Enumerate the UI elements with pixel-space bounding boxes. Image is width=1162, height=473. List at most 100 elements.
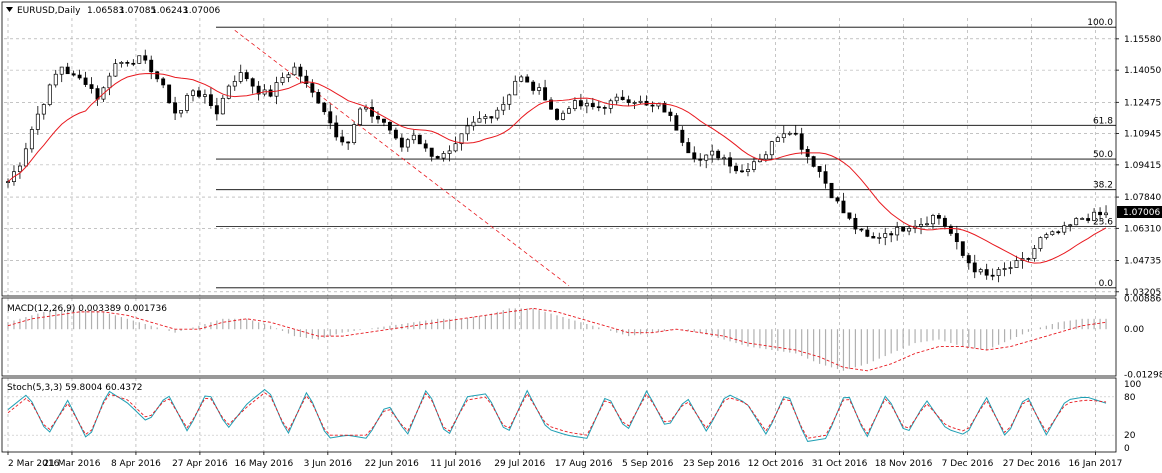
candle-body: [1032, 248, 1037, 259]
candle-body: [453, 143, 458, 152]
y-tick-label: 1.12475: [1124, 98, 1161, 108]
candle-body: [567, 108, 571, 114]
candle-body: [584, 103, 589, 107]
candle-body: [250, 78, 255, 87]
candle-body: [531, 81, 536, 91]
x-tick-label: 21 Mar 2016: [43, 459, 100, 469]
candle-body: [1104, 212, 1108, 216]
candle-body: [232, 81, 237, 87]
candle-body: [757, 158, 762, 163]
candle-body: [638, 100, 643, 103]
candle-body: [990, 274, 995, 277]
candle-body: [489, 116, 494, 119]
candle-body: [244, 72, 249, 80]
candle-body: [41, 104, 46, 115]
macd-signal-line: [7, 307, 1107, 372]
candle-body: [226, 85, 231, 99]
candle-body: [149, 59, 154, 73]
candle-body: [555, 108, 559, 120]
x-tick-label: 31 Oct 2016: [812, 459, 868, 469]
candle-body: [173, 102, 178, 114]
candle-body: [936, 215, 941, 219]
candle-body: [417, 134, 422, 145]
candle-body: [125, 62, 130, 64]
candle-body: [931, 215, 935, 225]
candle-body: [984, 269, 989, 276]
candle-body: [996, 269, 1001, 276]
macd-panel: [7, 307, 1107, 372]
candle-body: [89, 84, 94, 89]
candle-body: [59, 66, 64, 75]
candle-body: [835, 197, 840, 202]
y-tick-label: 1.10945: [1124, 130, 1161, 140]
stoch-label: Stoch(5,3,3) 59.8004 60.4372: [7, 383, 142, 393]
header-high: 1.07085: [119, 6, 156, 16]
candle-body: [680, 129, 685, 143]
triangle-down-icon[interactable]: [6, 7, 13, 12]
candle-body: [620, 96, 625, 101]
candle-body: [310, 83, 315, 93]
candle-body: [1050, 231, 1055, 235]
candle-body: [113, 63, 118, 77]
header-open: 1.06583: [87, 6, 124, 16]
stoch-panel: [4, 388, 1116, 442]
candle-body: [1056, 231, 1061, 234]
candle-body: [901, 226, 906, 232]
candle-body: [1002, 268, 1007, 270]
x-tick-label: 7 Dec 2016: [942, 459, 994, 469]
x-tick-label: 12 Oct 2016: [748, 459, 804, 469]
candle-body: [1068, 224, 1073, 227]
panel-frames: [1, 1, 1117, 453]
y-tick-label: 1.09415: [1124, 161, 1161, 171]
candle-body: [268, 89, 273, 97]
candle-body: [197, 90, 201, 97]
candle-body: [328, 111, 333, 124]
candle-body: [793, 132, 798, 135]
fib-label: 50.0: [1093, 150, 1113, 160]
candle-body: [399, 137, 404, 148]
stoch-tick-label: 20: [1124, 431, 1136, 441]
candle-body: [513, 80, 518, 96]
fib-label: 23.6: [1093, 218, 1113, 228]
candle-body: [238, 72, 243, 82]
candle-body: [382, 118, 386, 123]
candle-body: [256, 85, 261, 95]
candle-body: [781, 133, 786, 139]
candle-body: [746, 169, 750, 172]
panel-frame: [1, 1, 1117, 297]
candle-body: [895, 226, 900, 236]
current-price-tag: [1117, 206, 1162, 218]
stoch-signal-line: [7, 392, 1107, 439]
x-tick-label: 8 Apr 2016: [111, 459, 161, 469]
candle-body: [191, 90, 195, 96]
candle-body: [972, 262, 977, 273]
stoch-main-line: [7, 388, 1107, 442]
candle-body: [202, 94, 207, 97]
candle-body: [316, 91, 321, 104]
y-axis: 1.15580 1.14050 1.12475 1.10945 1.09415 1.078…: [1116, 35, 1162, 454]
y-tick-label: 1.06310: [1124, 224, 1161, 234]
candle-body: [131, 62, 136, 65]
stoch-tick-label: 80: [1124, 393, 1136, 403]
candle-body: [352, 124, 357, 144]
candle-body: [292, 66, 297, 76]
candle-body: [942, 217, 947, 227]
candle-body: [925, 223, 929, 226]
candle-body: [632, 102, 637, 104]
candle-body: [596, 106, 601, 109]
candle-body: [155, 71, 160, 80]
candle-body: [578, 100, 583, 107]
candle-body: [214, 105, 219, 115]
candle-body: [471, 121, 476, 127]
x-tick-label: 5 Sep 2016: [622, 459, 674, 469]
candle-body: [167, 84, 172, 104]
candle-body: [1080, 218, 1085, 220]
candle-body: [71, 73, 76, 76]
candle-body: [17, 165, 22, 173]
candle-body: [1008, 267, 1013, 269]
candle-body: [829, 182, 834, 199]
fib-label: 61.8: [1093, 116, 1113, 126]
trend-line-segment: [234, 29, 570, 287]
